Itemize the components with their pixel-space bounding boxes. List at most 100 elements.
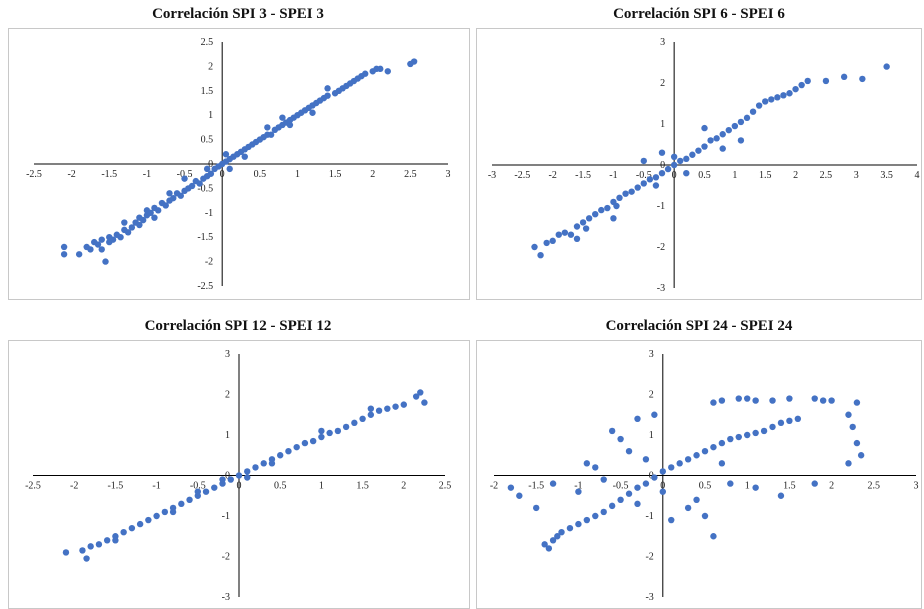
scatter-point — [244, 474, 251, 481]
y-tick-label: 2.5 — [201, 37, 214, 48]
scatter-point — [309, 109, 316, 116]
scatter-point — [124, 229, 132, 236]
scatter-point — [186, 496, 193, 503]
y-tick-label: -1.5 — [197, 232, 213, 243]
scatter-point — [264, 124, 271, 131]
scatter-point — [683, 170, 690, 177]
scatter-point — [762, 98, 769, 105]
scatter-point — [579, 219, 587, 226]
scatter-point — [769, 423, 776, 431]
scatter-point — [400, 401, 407, 408]
scatter-point — [334, 427, 342, 435]
scatter-point — [622, 190, 629, 197]
scatter-point — [857, 452, 865, 459]
scatter-point — [737, 137, 745, 144]
scatter-point — [545, 545, 553, 552]
x-tick-label: -0.5 — [636, 170, 652, 181]
scatter-point — [735, 433, 742, 441]
scatter-point — [102, 258, 109, 265]
x-tick-label: 0 — [672, 170, 677, 181]
x-tick-label: -1 — [609, 170, 617, 181]
x-tick-label: 2.5 — [820, 170, 833, 181]
scatter-point — [610, 215, 617, 222]
scatter-point — [549, 537, 557, 544]
scatter-point — [531, 243, 538, 251]
x-tick-label: 3 — [446, 169, 451, 180]
scatter-point — [822, 77, 830, 85]
scatter-point — [670, 153, 678, 160]
y-tick-label: 3 — [225, 349, 230, 360]
x-tick-label: 0 — [220, 169, 225, 180]
scatter-point — [384, 405, 391, 412]
scatter-point — [744, 431, 751, 439]
scatter-point — [177, 192, 184, 199]
scatter-point — [777, 492, 785, 499]
scatter-point — [128, 524, 136, 532]
scatter-point — [670, 161, 678, 169]
scatter-point — [285, 448, 292, 455]
x-tick-label: 1 — [319, 481, 324, 492]
scatter-point — [752, 484, 759, 491]
scatter-point — [170, 194, 177, 202]
scatter-point — [642, 480, 650, 487]
scatter-point — [659, 488, 666, 495]
scatter-point — [828, 397, 835, 404]
scatter-point — [719, 131, 726, 138]
scatter-point — [507, 484, 515, 491]
scatter-point — [701, 448, 709, 455]
scatter-point — [683, 155, 690, 163]
scatter-point — [139, 216, 147, 224]
y-tick-label: 0 — [649, 471, 654, 482]
y-tick-label: -1 — [205, 208, 213, 219]
scatter-point — [301, 439, 309, 447]
scatter-point — [798, 81, 805, 89]
scatter-point — [608, 502, 616, 510]
scatter-point — [693, 496, 700, 503]
scatter-point — [268, 460, 276, 467]
y-tick-label: 2 — [649, 390, 654, 401]
scatter-point — [731, 122, 739, 130]
scatter-point — [375, 407, 383, 414]
x-tick-label: 3 — [914, 481, 919, 492]
scatter-point — [710, 399, 717, 406]
y-tick-label: 2 — [208, 61, 213, 72]
scatter-point — [585, 215, 593, 222]
scatter-point — [161, 508, 169, 516]
scatter-point — [516, 492, 523, 499]
scatter-point — [79, 547, 86, 554]
scatter-point — [575, 488, 582, 495]
scatter-point — [384, 68, 391, 75]
scatter-point — [646, 176, 654, 183]
scatter-point — [634, 184, 641, 191]
scatter-point — [625, 490, 633, 497]
scatter-point — [719, 145, 726, 152]
scatter-point — [853, 439, 861, 447]
scatter-point — [367, 411, 375, 418]
scatter-point — [744, 395, 751, 402]
scatter-point — [121, 219, 128, 226]
scatter-point — [652, 182, 660, 189]
scatter-point — [162, 202, 169, 209]
scatter-point — [684, 456, 692, 463]
x-tick-label: 2 — [793, 170, 798, 181]
scatter-point — [592, 464, 599, 471]
scatter-point — [87, 543, 94, 550]
scatter-point — [377, 65, 384, 73]
scatter-svg-3: -2.5 -2 -1.5 -1 -0.5 0 0.5 1 1.5 2 2.5 -3 -2 -1 0 1 2 3 — [25, 349, 451, 603]
scatter-point — [194, 488, 201, 495]
scatter-point — [598, 206, 605, 214]
scatter-point — [109, 236, 117, 243]
scatter-point — [537, 252, 544, 259]
y-tick-label: -2 — [205, 257, 213, 268]
scatter-point — [684, 504, 692, 512]
y-tick-label: 1 — [649, 430, 654, 441]
scatter-point — [628, 188, 635, 195]
scatter-point — [60, 251, 68, 258]
scatter-point — [561, 229, 569, 236]
y-tick-label: 0 — [208, 159, 213, 170]
scatter-point — [737, 118, 745, 126]
y-tick-label: 3 — [660, 37, 665, 48]
scatter-point — [811, 395, 818, 402]
y-tick-label: -1 — [657, 201, 665, 212]
scatter-point — [853, 399, 861, 406]
